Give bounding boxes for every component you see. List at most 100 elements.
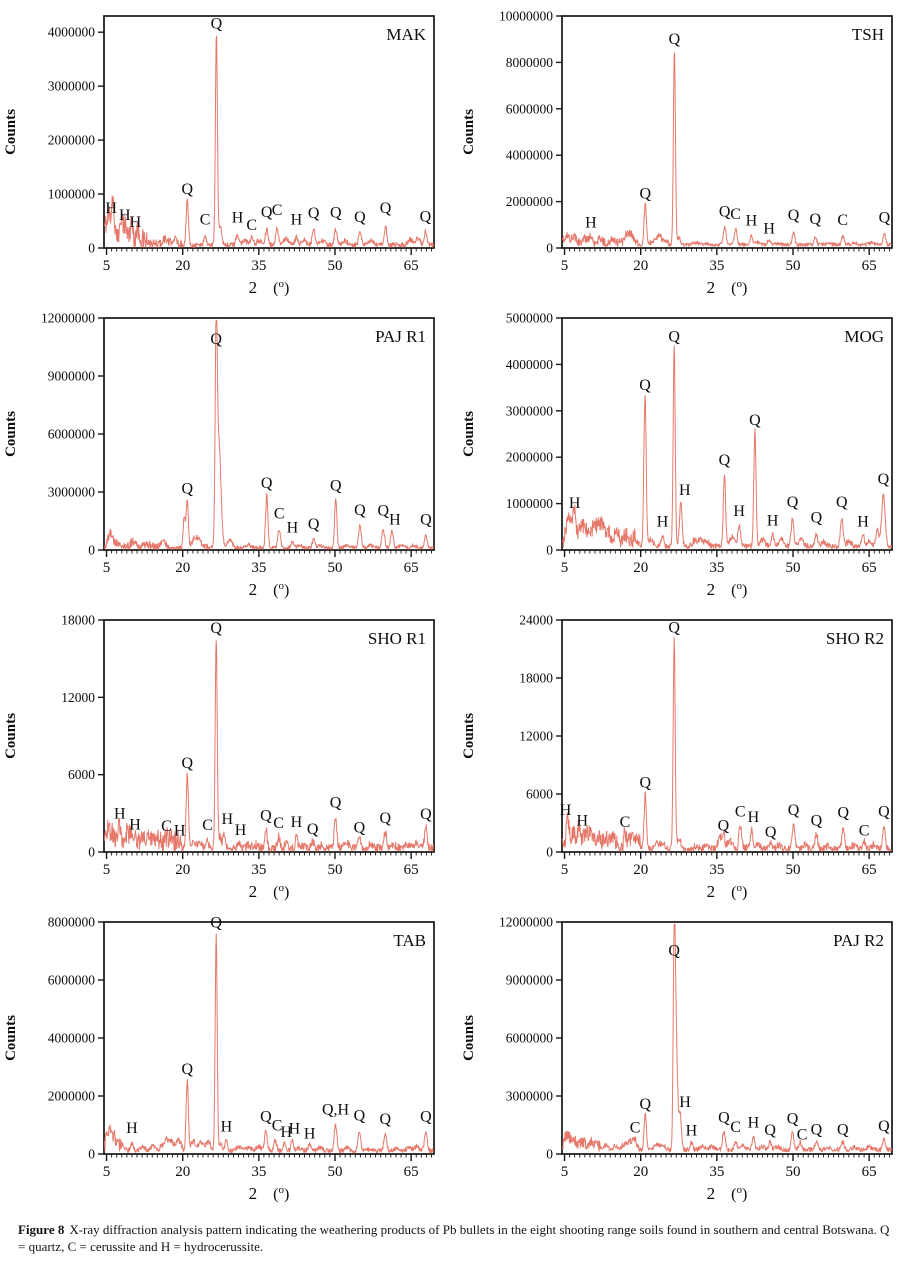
x-tick-label: 20 bbox=[175, 258, 190, 274]
y-tick-label: 3000000 bbox=[48, 79, 96, 94]
xrd-plot-tab: 0 2000000 4000000 6000000 8000000 5 20 35 50 65 Co… bbox=[3, 915, 435, 1203]
xrd-trace bbox=[104, 35, 434, 248]
peak-label-q: Q bbox=[811, 509, 823, 526]
x-tick-label: 50 bbox=[328, 1164, 343, 1180]
y-tick-label: 0 bbox=[88, 845, 95, 860]
panel-title: PAJ R2 bbox=[833, 931, 884, 950]
x-tick-label: 20 bbox=[633, 862, 648, 878]
peak-label-q: Q bbox=[261, 204, 273, 221]
peak-label-h: H bbox=[576, 813, 588, 830]
xrd-panel-cell-mak: 0 1000000 2000000 3000000 4000000 5 20 35 50 65 Co… bbox=[0, 0, 458, 302]
peak-label-c: C bbox=[735, 803, 746, 820]
peak-label-h: H bbox=[748, 1114, 760, 1131]
peak-label-q: Q bbox=[379, 810, 391, 827]
peak-label-c: C bbox=[630, 1119, 641, 1136]
x-tick-label: 65 bbox=[404, 862, 419, 878]
x-axis-title: 2 (o) bbox=[707, 1184, 748, 1203]
x-tick-label: 35 bbox=[251, 258, 266, 274]
peak-label-q: Q bbox=[181, 1061, 193, 1078]
peak-label-q: Q bbox=[878, 803, 890, 820]
x-tick-label: 20 bbox=[633, 258, 648, 274]
y-axis-title: Counts bbox=[3, 1015, 19, 1061]
y-tick-label: 18000 bbox=[519, 671, 553, 686]
x-tick-label: 50 bbox=[786, 1164, 801, 1180]
y-tick-label: 18000 bbox=[61, 613, 95, 628]
panel-title: TAB bbox=[393, 931, 426, 950]
y-tick-label: 0 bbox=[546, 845, 553, 860]
peak-label-q: Q bbox=[354, 502, 366, 519]
peak-label-q: Q bbox=[420, 209, 432, 226]
y-tick-label: 6000000 bbox=[506, 101, 554, 116]
peak-label-c: C bbox=[730, 1119, 741, 1136]
y-axis-title: Counts bbox=[461, 411, 477, 457]
xrd-plot-sho-r2: 0 6000 12000 18000 24000 5 20 35 50 65 Counts 2 (o) H… bbox=[461, 613, 893, 901]
peak-label-h: H bbox=[569, 495, 581, 512]
panel-title: MAK bbox=[386, 25, 426, 44]
peak-label-q: Q bbox=[330, 478, 342, 495]
peak-label-c: C bbox=[272, 202, 283, 219]
y-tick-label: 6000 bbox=[526, 787, 553, 802]
peak-label-q: Q bbox=[669, 31, 681, 48]
x-tick-label: 35 bbox=[709, 258, 724, 274]
peak-label-h: H bbox=[857, 513, 869, 530]
peak-label-h: H bbox=[126, 1120, 138, 1137]
peak-label-c: C bbox=[859, 822, 870, 839]
x-tick-label: 35 bbox=[709, 862, 724, 878]
y-tick-label: 4000000 bbox=[48, 1031, 96, 1046]
x-tick-label: 20 bbox=[633, 560, 648, 576]
xrd-plot-paj-r2: 0 3000000 6000000 9000000 12000000 5 20 35 50 65 C… bbox=[461, 915, 893, 1203]
peak-label-h: H bbox=[114, 805, 126, 822]
y-tick-label: 6000000 bbox=[506, 1031, 554, 1046]
peak-label-h: H bbox=[304, 1125, 316, 1142]
peak-label-q: Q bbox=[788, 207, 800, 224]
peak-label-q: Q bbox=[330, 204, 342, 221]
y-tick-label: 0 bbox=[546, 241, 553, 256]
peak-label-h: H bbox=[232, 210, 244, 227]
peak-label-q: Q bbox=[668, 619, 680, 636]
peak-label-q: Q bbox=[639, 185, 651, 202]
x-tick-label: 65 bbox=[862, 1164, 877, 1180]
x-axis-title: 2 (o) bbox=[249, 882, 290, 901]
peak-label-q: Q bbox=[836, 494, 848, 511]
peak-label-q: Q bbox=[420, 806, 432, 823]
peak-label-q: Q bbox=[210, 620, 222, 637]
y-tick-label: 0 bbox=[88, 543, 95, 558]
x-tick-label: 5 bbox=[561, 1164, 569, 1180]
peak-label-q: Q bbox=[330, 794, 342, 811]
peak-label-q: Q bbox=[878, 1118, 890, 1135]
x-axis-title: 2 (o) bbox=[707, 580, 748, 599]
y-tick-label: 10000000 bbox=[499, 9, 553, 24]
peak-label-q: Q bbox=[879, 210, 891, 227]
peak-label-q: Q bbox=[718, 1110, 730, 1127]
y-tick-label: 12000000 bbox=[41, 311, 95, 326]
peak-label-q: Q bbox=[380, 200, 392, 217]
peak-label-h: H bbox=[657, 513, 669, 530]
peak-label-h: H bbox=[767, 512, 779, 529]
xrd-trace bbox=[104, 933, 434, 1154]
figure-caption-number: Figure 8 bbox=[18, 1222, 65, 1237]
x-tick-label: 35 bbox=[251, 862, 266, 878]
peak-label-h: H bbox=[287, 520, 299, 537]
peak-label-c: C bbox=[837, 212, 848, 229]
xrd-plot-paj-r1: 0 3000000 6000000 9000000 12000000 5 20 35 50 65 C… bbox=[3, 311, 435, 599]
peak-label-q: Q bbox=[811, 813, 823, 830]
peak-label-q: Q bbox=[719, 203, 731, 220]
x-tick-label: 50 bbox=[786, 258, 801, 274]
peak-label-h: H bbox=[235, 822, 247, 839]
xrd-panel-cell-tsh: 0 2000000 4000000 6000000 8000000 10000000 5 20… bbox=[458, 0, 916, 302]
y-tick-label: 2000000 bbox=[506, 194, 554, 209]
y-tick-label: 9000000 bbox=[506, 973, 554, 988]
x-tick-label: 5 bbox=[103, 862, 111, 878]
xrd-trace bbox=[562, 345, 892, 550]
x-axis-title: 2 (o) bbox=[249, 1184, 290, 1203]
x-axis-title: 2 (o) bbox=[707, 882, 748, 901]
peak-label-q: Q bbox=[260, 1108, 272, 1125]
peak-label-h: H bbox=[679, 1094, 691, 1111]
y-axis-title: Counts bbox=[3, 411, 19, 457]
peak-label-q: Q bbox=[181, 755, 193, 772]
x-tick-label: 20 bbox=[175, 560, 190, 576]
xrd-trace bbox=[104, 640, 434, 852]
xrd-panel-cell-mog: 0 1000000 2000000 3000000 4000000 5000000 5 20 3… bbox=[458, 302, 916, 604]
peak-label-q: Q bbox=[420, 511, 432, 528]
x-tick-label: 50 bbox=[786, 862, 801, 878]
